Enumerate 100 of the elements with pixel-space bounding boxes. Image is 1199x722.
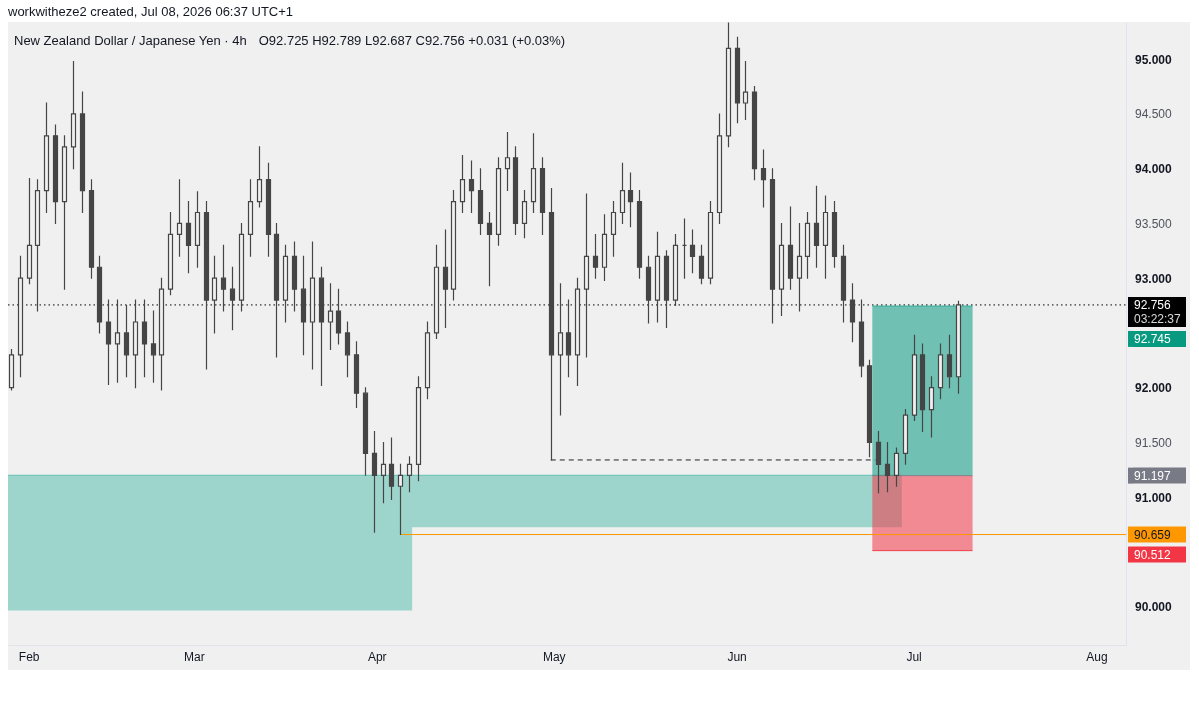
candlestick bbox=[433, 244, 440, 340]
candlestick bbox=[742, 60, 749, 121]
y-tick-label: 94.500 bbox=[1135, 107, 1173, 122]
candlestick bbox=[132, 299, 139, 389]
candlestick bbox=[247, 178, 254, 258]
candlestick bbox=[105, 299, 112, 386]
candlestick bbox=[583, 192, 590, 359]
candlestick bbox=[778, 222, 785, 317]
candlestick bbox=[866, 359, 873, 458]
candlestick bbox=[610, 200, 617, 258]
candlestick bbox=[256, 145, 263, 209]
candlestick bbox=[636, 189, 643, 280]
candlestick bbox=[875, 430, 882, 494]
candlestick bbox=[707, 200, 714, 285]
candlestick bbox=[203, 200, 210, 371]
legend-label: 90.512 bbox=[1134, 547, 1172, 562]
candlestick bbox=[796, 222, 803, 313]
y-tick-label: 91.000 bbox=[1135, 490, 1173, 505]
candlestick bbox=[928, 375, 935, 439]
y-tick-label: 94.000 bbox=[1135, 162, 1173, 177]
candlestick bbox=[291, 240, 298, 313]
candlestick bbox=[450, 189, 457, 302]
candlestick bbox=[937, 342, 944, 400]
candlestick bbox=[689, 228, 696, 274]
candlestick bbox=[353, 340, 360, 409]
candlestick bbox=[406, 455, 413, 493]
candlestick bbox=[760, 149, 767, 209]
candlestick bbox=[34, 178, 41, 313]
candlestick bbox=[424, 320, 431, 400]
candlestick bbox=[601, 213, 608, 282]
candlestick bbox=[831, 200, 838, 269]
candlestick bbox=[96, 255, 103, 335]
candlestick bbox=[468, 159, 475, 214]
candlestick bbox=[318, 266, 325, 387]
candlestick bbox=[167, 211, 174, 296]
candlestick bbox=[238, 222, 245, 313]
legend-label: 92.745 bbox=[1134, 331, 1172, 346]
candlestick bbox=[415, 375, 422, 482]
candlestick bbox=[158, 277, 165, 391]
candlestick bbox=[309, 240, 316, 371]
series-label: 90.659 bbox=[1134, 527, 1172, 542]
candlestick bbox=[751, 85, 758, 181]
candlestick bbox=[486, 211, 493, 287]
candlestick bbox=[185, 200, 192, 274]
candlestick bbox=[150, 309, 157, 384]
x-tick-label: Feb bbox=[18, 649, 40, 664]
candlestick bbox=[88, 178, 95, 280]
candlestick bbox=[654, 231, 661, 324]
candlestick bbox=[565, 299, 572, 378]
candlestick bbox=[734, 36, 741, 124]
text: New Zealand Dollar / Japanese Yen · 4h bbox=[14, 33, 247, 48]
legend-label: 91.197 bbox=[1134, 468, 1172, 483]
candlestick bbox=[265, 162, 272, 258]
candlestick bbox=[79, 90, 86, 214]
candlestick bbox=[141, 299, 148, 378]
candlestick bbox=[282, 244, 289, 324]
ref-line-label: 92.756 03:22:37 bbox=[1134, 297, 1182, 326]
candlestick bbox=[477, 167, 484, 236]
x-tick-label: Apr bbox=[367, 649, 387, 664]
candlestick bbox=[43, 101, 50, 214]
text: workwitheze2 created, Jul 08, 2026 06:37 UTC+1 bbox=[7, 4, 294, 19]
candlestick bbox=[521, 189, 528, 239]
candlestick bbox=[893, 446, 900, 488]
candlestick bbox=[504, 131, 511, 192]
candlestick bbox=[300, 255, 307, 356]
candlestick bbox=[672, 233, 679, 307]
candlestick bbox=[220, 244, 227, 313]
candlestick bbox=[459, 154, 466, 214]
candlestick bbox=[61, 134, 68, 291]
candlestick bbox=[574, 277, 581, 387]
candlestick bbox=[194, 190, 201, 269]
candlestick bbox=[716, 112, 723, 225]
candlestick bbox=[114, 299, 121, 384]
candlestick bbox=[211, 255, 218, 335]
candlestick bbox=[539, 156, 546, 236]
candlestick bbox=[176, 178, 183, 258]
candlestick bbox=[645, 255, 652, 325]
x-tick-label: Jun bbox=[727, 649, 747, 664]
candlestick bbox=[495, 156, 502, 247]
candlestick bbox=[397, 463, 404, 536]
candlestick bbox=[26, 177, 33, 285]
text: O92.725 H92.789 L92.687 C92.756 +0.031 (+0.03%) bbox=[258, 33, 566, 48]
candlestick bbox=[858, 299, 865, 378]
candlestick bbox=[955, 300, 962, 395]
x-tick-label: Mar bbox=[184, 649, 205, 664]
candlestick bbox=[804, 211, 811, 280]
candlestick bbox=[902, 408, 909, 466]
y-tick-label: 91.500 bbox=[1135, 435, 1173, 450]
candlestick bbox=[548, 187, 555, 462]
candlestick bbox=[273, 222, 280, 359]
candlestick bbox=[919, 342, 926, 433]
y-tick-label: 92.000 bbox=[1135, 381, 1173, 396]
candlestick bbox=[840, 244, 847, 324]
candlestick bbox=[787, 205, 794, 291]
candlestick bbox=[388, 436, 395, 501]
candlestick bbox=[619, 162, 626, 225]
candlestick bbox=[946, 334, 953, 389]
candlestick bbox=[884, 441, 891, 493]
candlestick bbox=[681, 217, 688, 280]
candlestick bbox=[592, 233, 599, 280]
